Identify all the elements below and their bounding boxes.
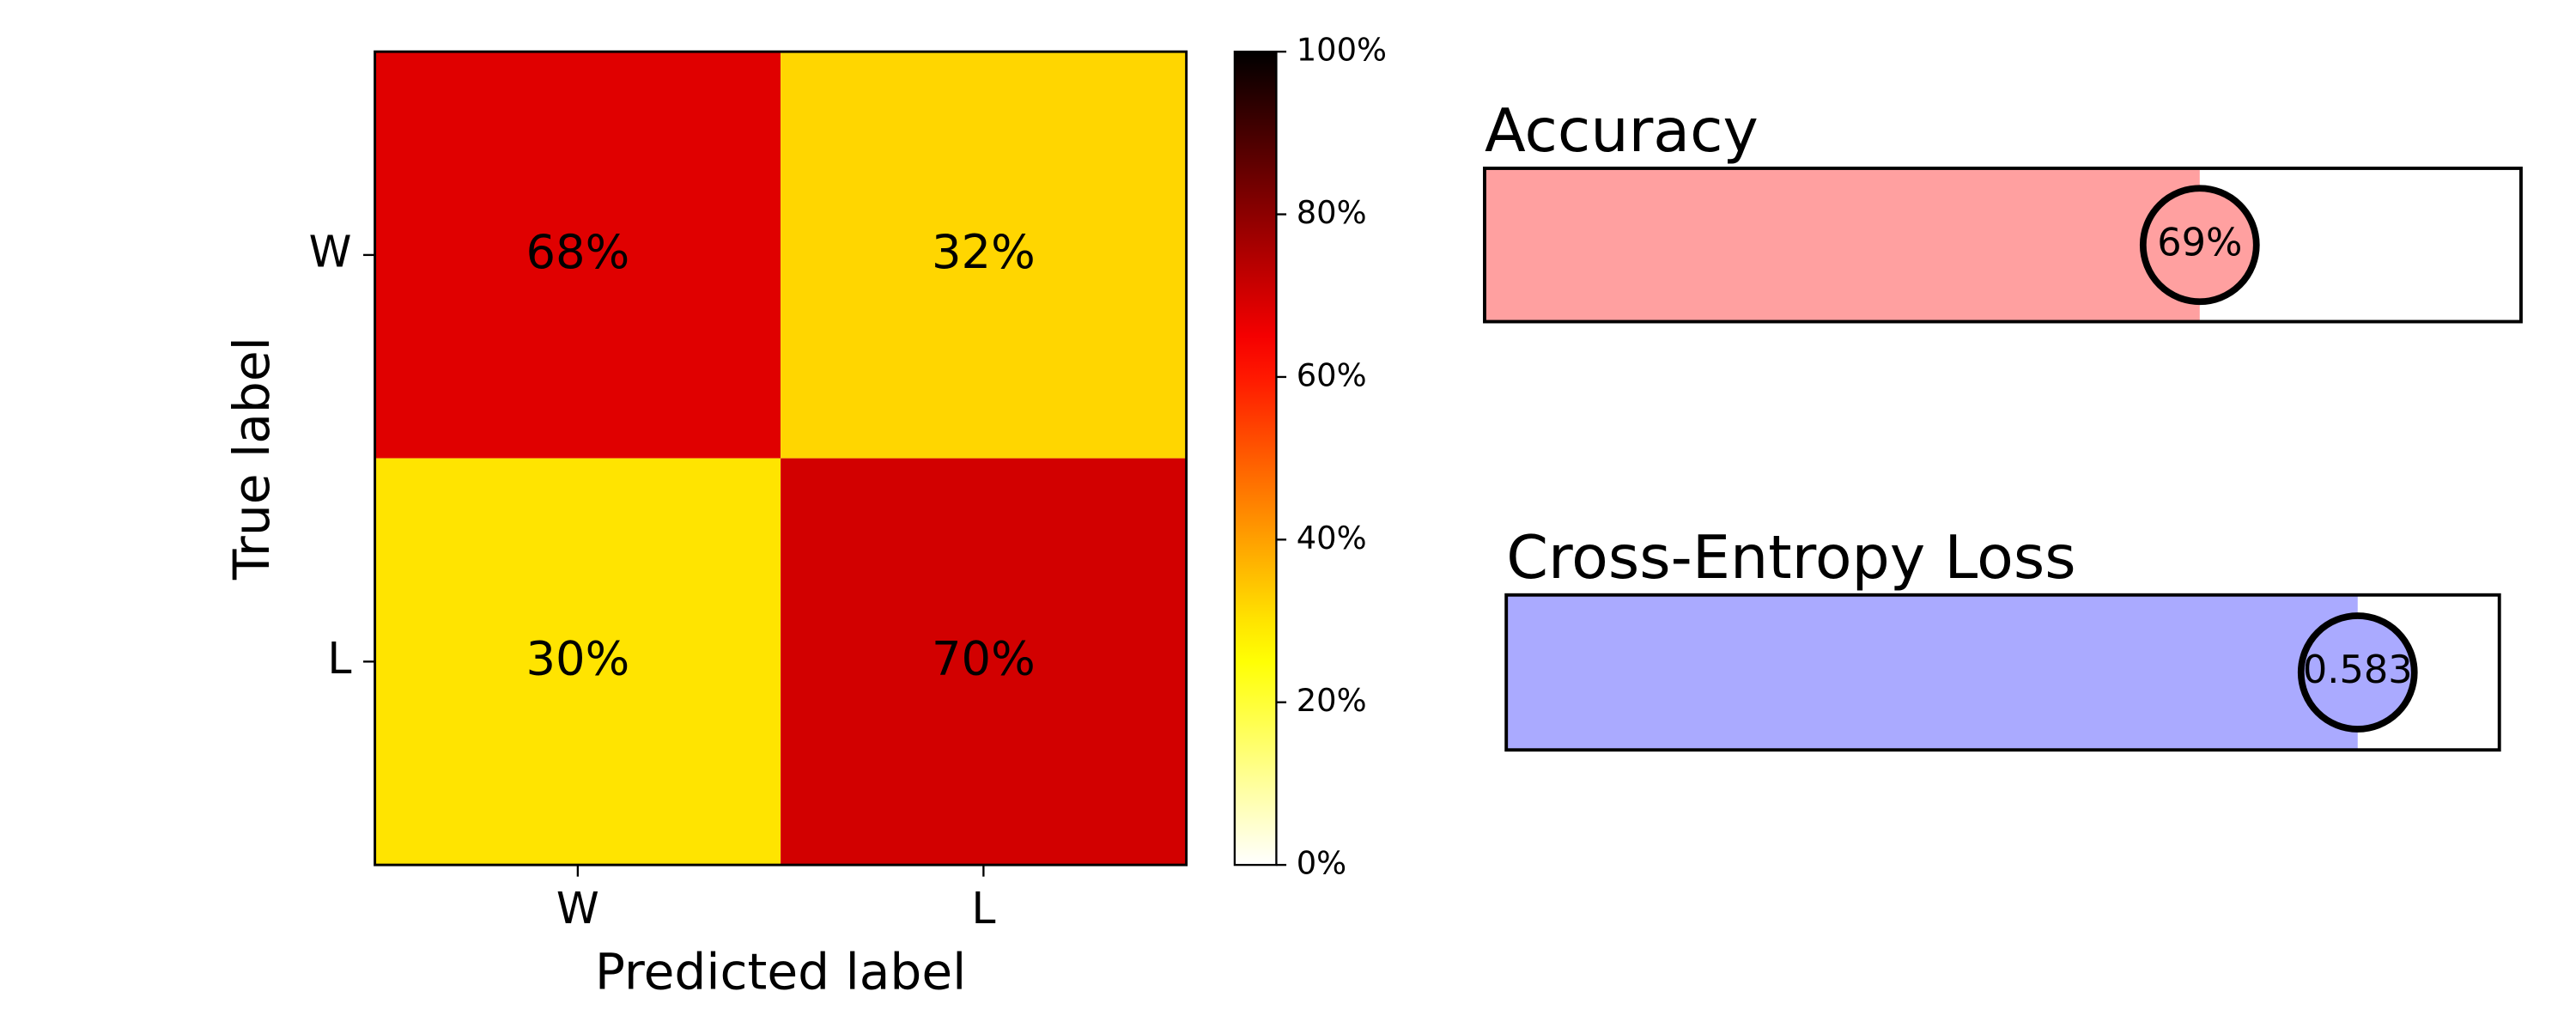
gauge-value-label: 0.583 xyxy=(2303,648,2413,692)
colorbar-tick-label: 20% xyxy=(1297,682,1367,719)
colorbar-tick-label: 100% xyxy=(1297,32,1387,69)
colorbar-tick-label: 0% xyxy=(1297,845,1346,882)
gauge-bar xyxy=(1506,594,2358,751)
gauge-title: Accuracy xyxy=(1485,96,1759,166)
gauge-value-label: 69% xyxy=(2157,220,2242,265)
gauge-bar xyxy=(1484,167,2200,322)
heatmap-cell xyxy=(374,458,781,866)
gauge-marker xyxy=(2297,612,2418,733)
gauge-frame xyxy=(1504,593,2501,752)
colorbar-tick-label: 80% xyxy=(1297,194,1367,231)
colorbar xyxy=(1233,50,1278,867)
gauge-title: Cross-Entropy Loss xyxy=(1506,523,2075,593)
x-tick-label: L xyxy=(971,883,995,934)
y-tick-label: L xyxy=(327,633,351,684)
x-tick-label: W xyxy=(556,883,599,934)
heatmap-cell xyxy=(374,52,781,459)
y-tick-label: W xyxy=(309,226,352,277)
plot-frame xyxy=(374,50,1188,867)
heatmap-cell xyxy=(781,458,1187,866)
cell-label: 68% xyxy=(526,225,629,279)
colorbar-tick-label: 60% xyxy=(1297,356,1367,393)
gauge-frame xyxy=(1483,167,2523,324)
cell-label: 30% xyxy=(526,632,629,686)
y-axis-label: True label xyxy=(222,337,281,581)
gauge-marker xyxy=(2139,185,2260,306)
x-axis-label: Predicted label xyxy=(595,942,966,1001)
heatmap-cell xyxy=(781,52,1187,459)
cell-label: 32% xyxy=(932,225,1036,279)
cell-label: 70% xyxy=(932,632,1036,686)
colorbar-tick-label: 40% xyxy=(1297,520,1367,557)
